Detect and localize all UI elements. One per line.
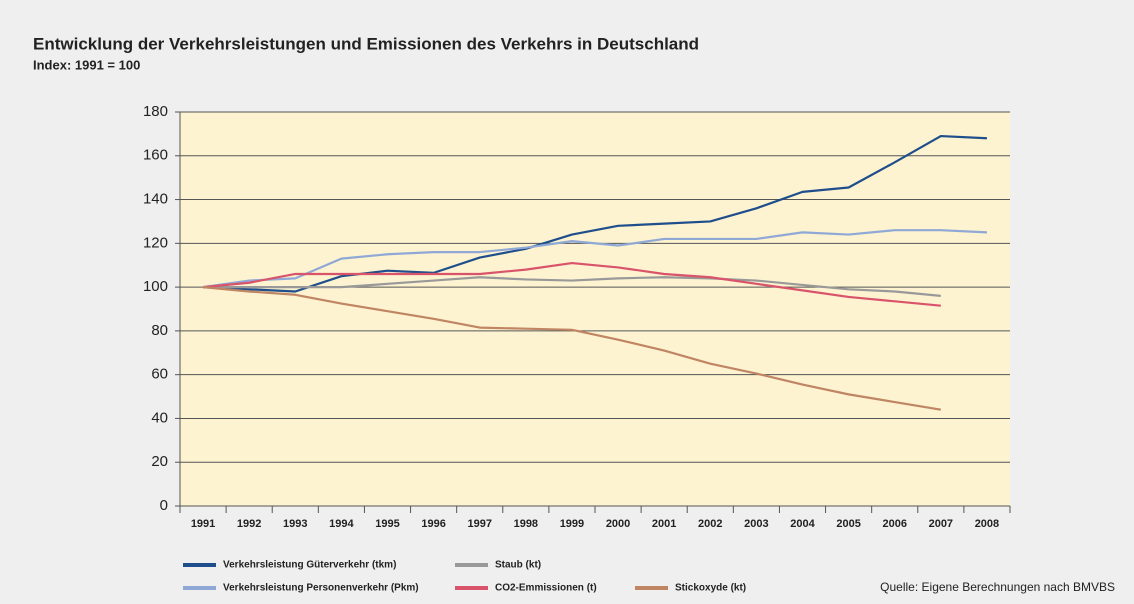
- x-tick-label: 1996: [421, 518, 445, 530]
- x-tick-label: 2004: [790, 518, 815, 530]
- x-tick-label: 2008: [975, 518, 999, 530]
- y-tick-label: 40: [151, 409, 168, 426]
- series-line: [203, 276, 941, 297]
- x-tick-label: 1999: [560, 518, 584, 530]
- y-tick-label: 0: [160, 497, 168, 514]
- legend-label: Staub (kt): [495, 560, 541, 571]
- chart-subtitle: Index: 1991 = 100: [33, 57, 140, 72]
- x-tick-label: 2001: [652, 518, 676, 530]
- x-tick-label: 2006: [882, 518, 906, 530]
- series-line: [202, 261, 941, 307]
- x-tick-label: 2007: [929, 518, 953, 530]
- x-tick-label: 2000: [606, 518, 630, 530]
- series-line: [202, 286, 942, 411]
- y-tick-label: 140: [143, 191, 168, 208]
- series-line: [202, 229, 987, 289]
- y-tick-label: 120: [143, 234, 168, 251]
- y-tick-label: 160: [143, 147, 168, 164]
- y-tick-label: 80: [151, 322, 168, 339]
- x-tick-label: 2003: [744, 518, 768, 530]
- x-tick-label: 1998: [514, 518, 538, 530]
- x-tick-label: 1991: [191, 518, 215, 530]
- plot-area: [180, 112, 1010, 506]
- x-tick-label: 1992: [237, 518, 261, 530]
- legend-label: Stickoxyde (kt): [675, 583, 746, 594]
- chart-title: Entwicklung der Verkehrsleistungen und E…: [33, 34, 699, 53]
- legend-label: CO2-Emmissionen (t): [495, 583, 597, 594]
- legend-label: Verkehrsleistung Personenverkehr (Pkm): [223, 583, 419, 594]
- x-tick-label: 2002: [698, 518, 722, 530]
- x-tick-label: 1995: [375, 518, 399, 530]
- x-tick-label: 1994: [329, 518, 354, 530]
- x-tick-label: 1997: [467, 518, 491, 530]
- x-tick-label: 1993: [283, 518, 307, 530]
- y-tick-label: 100: [143, 278, 168, 295]
- series-line: [203, 134, 987, 293]
- y-tick-label: 180: [143, 103, 168, 120]
- y-tick-label: 20: [151, 453, 168, 470]
- y-tick-label: 60: [151, 366, 168, 383]
- x-tick-label: 2005: [836, 518, 860, 530]
- source-note: Quelle: Eigene Berechnungen nach BMVBS: [880, 580, 1115, 594]
- legend-label: Verkehrsleistung Güterverkehr (tkm): [223, 560, 396, 571]
